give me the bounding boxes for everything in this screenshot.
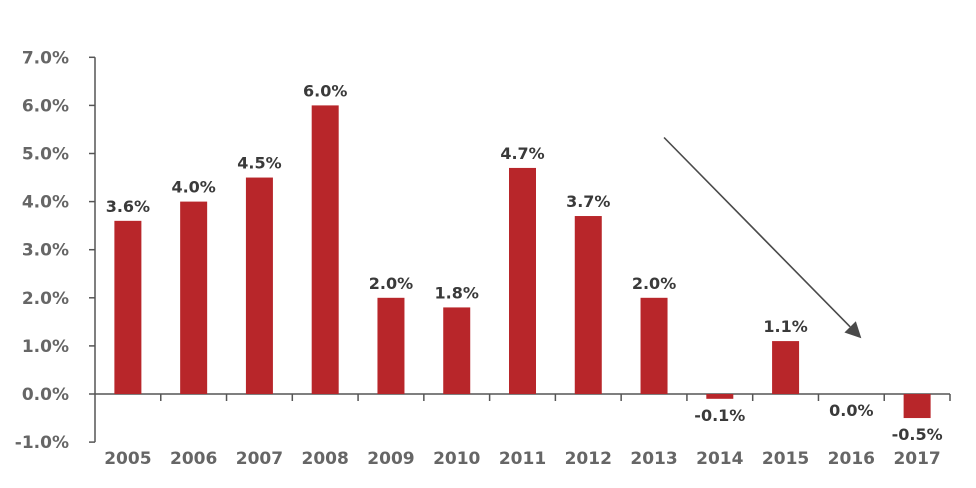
y-tick-label: 3.0% (22, 241, 69, 261)
data-label: 2.0% (632, 274, 676, 293)
y-tick-label: 6.0% (22, 96, 69, 116)
bar (772, 341, 800, 394)
bar (574, 216, 602, 394)
y-tick-label: 2.0% (22, 289, 69, 309)
x-tick-label: 2013 (630, 449, 677, 469)
data-label: 6.0% (303, 81, 347, 100)
x-tick-label: 2014 (696, 449, 743, 469)
y-tick-label: 1.0% (22, 337, 69, 357)
data-label: 2.0% (369, 274, 413, 293)
data-label: 0.0% (829, 401, 873, 420)
x-tick-label: 2009 (367, 449, 414, 469)
x-tick-label: 2010 (433, 449, 480, 469)
bar (903, 394, 931, 419)
x-tick-label: 2017 (893, 449, 940, 469)
bar (245, 177, 273, 394)
bar (180, 201, 208, 394)
data-label: 1.8% (435, 283, 479, 302)
data-label: 1.1% (763, 317, 807, 336)
x-tick-label: 2005 (104, 449, 151, 469)
data-label: -0.5% (892, 425, 943, 444)
y-tick-label: 0.0% (22, 385, 69, 405)
bar (509, 167, 536, 394)
x-tick-label: 2008 (302, 449, 349, 469)
x-tick-label: 2007 (236, 449, 283, 469)
bars (114, 105, 931, 419)
x-axis: 2005 2006 2007 2008 2009 2010 2011 2012 2013 2014… (95, 393, 951, 469)
x-tick-label: 2006 (170, 449, 217, 469)
trend-arrow-head-icon (844, 321, 862, 339)
data-label: 4.7% (500, 144, 544, 163)
bar (443, 307, 471, 394)
data-label: 3.7% (566, 192, 610, 211)
y-tick-label: 4.0% (22, 193, 69, 213)
bar (311, 105, 339, 395)
y-tick-label: -1.0% (15, 433, 69, 453)
y-tick-label: 5.0% (22, 145, 69, 165)
data-label: -0.1% (694, 406, 745, 425)
y-tick-label: 7.0% (22, 48, 69, 68)
trend-annotation (663, 136, 862, 339)
bar (377, 297, 405, 394)
x-tick-label: 2011 (499, 449, 546, 469)
trend-arrow-line (663, 136, 851, 328)
x-tick-label: 2016 (828, 449, 875, 469)
data-labels: 3.6% 4.0% 4.5% 6.0% 2.0% 1.8% 4.7% 3.7% 2.0% -0.1… (106, 81, 943, 444)
data-label: 3.6% (106, 197, 150, 216)
y-axis: 7.0% 6.0% 5.0% 4.0% 3.0% 2.0% 1.0% 0.0% -1.0% (15, 48, 96, 453)
bar (706, 394, 734, 399)
x-tick-label: 2012 (565, 449, 612, 469)
x-tick-label: 2015 (762, 449, 809, 469)
data-label: 4.5% (237, 154, 281, 173)
data-label: 4.0% (171, 178, 215, 197)
bar (640, 297, 668, 394)
bar (114, 220, 142, 394)
